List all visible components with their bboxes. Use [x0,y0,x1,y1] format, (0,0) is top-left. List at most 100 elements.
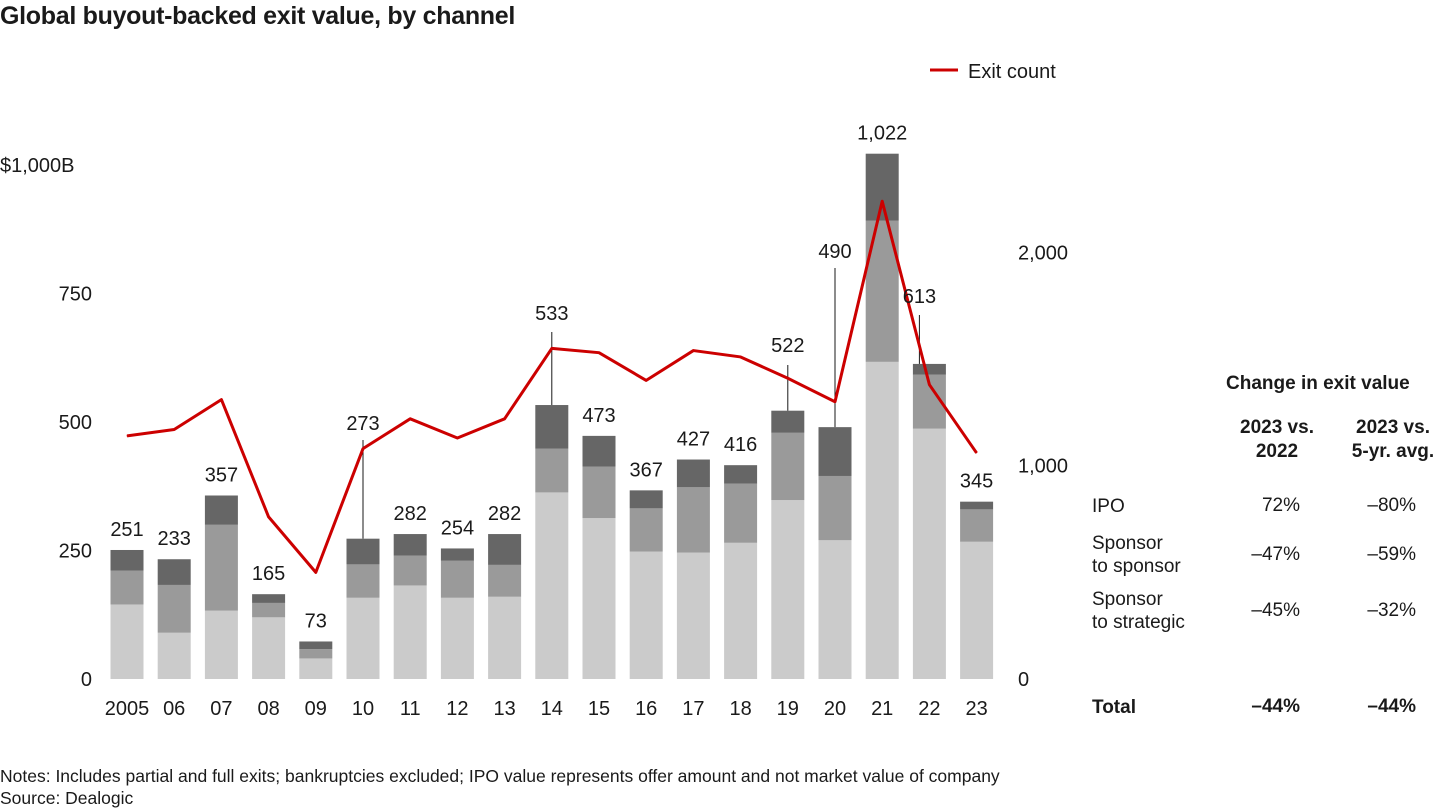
bar-segment-ipo [252,594,286,603]
exit-count-point [976,452,978,454]
left-tick-label: 250 [59,541,92,563]
bar-segment-ipo [629,490,663,509]
notes: Notes: Includes partial and full exits; … [0,765,1000,809]
x-tick-label: 10 [352,698,374,720]
bar-total-label: 282 [488,503,521,525]
x-tick-label: 08 [257,698,279,720]
bar-segment-sponsor-to-strategic [582,518,616,679]
exit-count-point [787,377,789,379]
exit-count-point [881,200,883,202]
bar-segment-ipo [912,363,946,375]
bar-total-label: 254 [441,517,474,539]
bar-segment-ipo [535,405,569,449]
bar-total-label: 1,022 [857,123,907,145]
legend-exit-count-label: Exit count [968,61,1056,83]
bar-segment-sponsor-to-sponsor [771,432,805,501]
left-tick-label: $1,000B [0,155,75,177]
bar-segment-sponsor-to-sponsor [818,475,852,541]
x-tick-label: 2005 [105,698,150,720]
table-row-s2s-v1: –47% [1251,544,1300,565]
bar-segment-sponsor-to-strategic [724,542,758,679]
table-row-s2s-label: Sponsor to sponsor [1092,532,1181,578]
bar-total-label: 165 [252,563,285,585]
s2s-label-line2: to sponsor [1092,556,1181,577]
exit-count-point [173,428,175,430]
bar-segment-sponsor-to-strategic [629,551,663,679]
s2strat-label-line1: Sponsor [1092,589,1163,610]
bar-segment-sponsor-to-strategic [204,610,238,679]
bar-total-label: 522 [771,335,804,357]
bar-segment-ipo [157,559,191,585]
bar-segment-ipo [676,459,710,488]
exit-count-point [645,379,647,381]
bar-segment-sponsor-to-sponsor [346,564,380,598]
table-col1-header: 2023 vs. 2022 [1218,416,1336,464]
notes-line: Notes: Includes partial and full exits; … [0,766,1000,786]
bar-total-label: 473 [582,405,615,427]
exit-count-point [740,356,742,358]
bars-group [110,153,994,679]
exit-count-point [268,516,270,518]
bar-segment-sponsor-to-sponsor [440,560,474,598]
table-total-v1: –44% [1251,696,1300,717]
bar-segment-ipo [960,501,994,510]
bar-segment-sponsor-to-sponsor [676,487,710,553]
bar-total-label: 251 [110,519,143,541]
x-axis-labels: 2005 06 07 08 09 10 11 12 13 14 15 16 17 18 19 20 21 22 23 [105,698,988,720]
bar-segment-sponsor-to-sponsor [582,466,616,519]
bar-segment-sponsor-to-sponsor [535,448,569,493]
bar-segment-sponsor-to-sponsor [110,570,144,605]
col1-header-line2: 2022 [1255,441,1299,462]
x-tick-label: 06 [163,698,185,720]
table-row-s2strat-v2: –32% [1367,600,1416,621]
exit-count-point [598,352,600,354]
bar-total-label: 490 [818,241,851,263]
bar-segment-sponsor-to-sponsor [252,602,286,618]
bar-segment-ipo [771,410,805,433]
bar-total-label: 233 [158,528,191,550]
bar-total-label: 367 [630,459,663,481]
table-row-s2s-v2: –59% [1367,544,1416,565]
bar-segment-sponsor-to-strategic [252,617,286,679]
s2strat-label-line2: to strategic [1092,612,1185,633]
bar-total-label: 357 [205,465,238,487]
exit-count-point [315,571,317,573]
bar-total-label: 533 [535,303,568,325]
bar-segment-ipo [346,538,380,565]
chart-title: Global buyout-backed exit value, by chan… [0,2,516,30]
bar-segment-ipo [440,548,474,561]
exit-count-line-group [126,199,978,574]
bar-segment-ipo [110,549,144,571]
table-col2-header: 2023 vs. 5-yr. avg. [1334,416,1440,464]
x-tick-label: 21 [871,698,893,720]
exit-count-point [504,418,506,420]
right-axis: 0 1,000 2,000 [1018,242,1068,691]
bar-segment-sponsor-to-strategic [535,492,569,679]
x-tick-label: 14 [541,698,563,720]
exit-count-point [409,418,411,420]
table-row-s2strat-label: Sponsor to strategic [1092,588,1185,634]
table-total-v2: –44% [1367,696,1416,717]
x-tick-label: 15 [588,698,610,720]
left-axis: 0 250 500 750 $1,000B [0,155,92,691]
table-title: Change in exit value [1226,373,1410,394]
bar-segment-sponsor-to-strategic [960,541,994,679]
bar-segment-ipo [582,435,616,467]
x-tick-label: 16 [635,698,657,720]
bar-total-label: 282 [394,503,427,525]
col2-header-line1: 2023 vs. [1356,417,1430,438]
legend: Exit count [930,61,1056,83]
x-tick-label: 09 [305,698,327,720]
bar-segment-sponsor-to-strategic [157,632,191,679]
exit-count-point [551,347,553,349]
right-tick-label: 2,000 [1018,242,1068,264]
bar-segment-sponsor-to-sponsor [629,508,663,552]
left-tick-label: 0 [81,669,92,691]
x-tick-label: 17 [682,698,704,720]
x-tick-label: 23 [965,698,987,720]
x-tick-label: 19 [777,698,799,720]
s2s-label-line1: Sponsor [1092,533,1163,554]
table-row-ipo-v2: –80% [1367,495,1416,516]
bar-segment-sponsor-to-sponsor [204,524,238,611]
right-tick-label: 1,000 [1018,456,1068,478]
